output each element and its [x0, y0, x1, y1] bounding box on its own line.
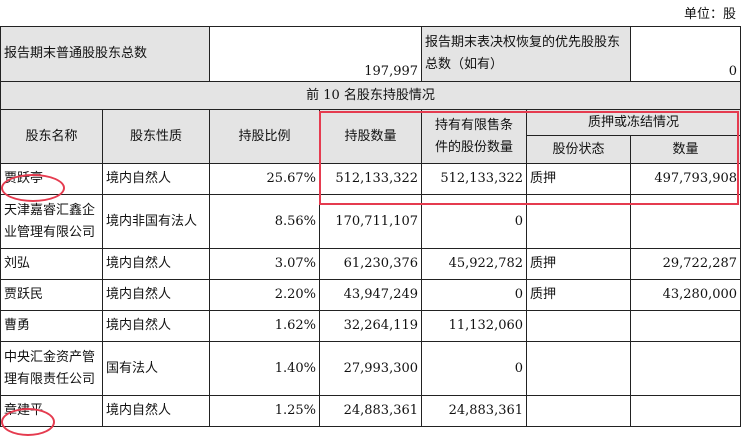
table-row: 曹勇 境内自然人 1.62% 32,264,119 11,132,060 [0, 310, 742, 342]
holding-shares: 43,947,249 [319, 279, 423, 311]
holding-ratio: 1.62% [209, 310, 321, 342]
pledge-amount: 43,280,000 [630, 279, 742, 311]
header-ratio: 持股比例 [209, 109, 321, 164]
pledge-amount: 29,722,287 [630, 248, 742, 280]
shareholder-name: 贾跃民 [0, 279, 103, 311]
pledge-status: 质押 [526, 163, 632, 195]
table-row: 贾跃亭 境内自然人 25.67% 512,133,322 512,133,322… [0, 163, 742, 195]
holding-shares: 24,883,361 [319, 395, 423, 427]
pledge-amount [630, 194, 742, 249]
table-row: 贾跃民 境内自然人 2.20% 43,947,249 0 质押 43,280,0… [0, 279, 742, 311]
holding-shares: 170,711,107 [319, 194, 423, 249]
holding-ratio: 1.25% [209, 395, 321, 427]
header-row-2: 股份状态 数量 [1, 135, 742, 164]
table-row: 中央汇金资产管理有限责任公司 国有法人 1.40% 27,993,300 0 [0, 341, 742, 396]
shareholder-nature: 国有法人 [101, 341, 211, 396]
preferred-shareholders-value: 0 [630, 26, 742, 82]
shareholder-nature: 境内自然人 [101, 248, 211, 280]
holding-shares: 32,264,119 [319, 310, 423, 342]
pledge-status: 质押 [526, 279, 632, 311]
holding-ratio: 2.20% [209, 279, 321, 311]
unit-label: 单位：股 [683, 7, 736, 22]
table-row: 章建平 境内自然人 1.25% 24,883,361 24,883,361 [0, 395, 742, 427]
header-restricted: 持有有限售条件的股份数量 [421, 109, 528, 164]
shareholder-name: 章建平 [0, 395, 103, 427]
shareholder-name: 刘弘 [0, 248, 103, 280]
header-status: 股份状态 [526, 135, 632, 164]
holding-shares: 61,230,376 [319, 248, 423, 280]
shareholder-name: 贾跃亭 [0, 163, 103, 195]
restricted-shares: 45,922,782 [421, 248, 528, 280]
summary-row: 报告期末普通股股东总数 197,997 报告期末表决权恢复的优先股股东总数（如有… [0, 26, 742, 82]
restricted-shares: 0 [421, 279, 528, 311]
holding-ratio: 3.07% [209, 248, 321, 280]
holding-shares: 27,993,300 [319, 341, 423, 396]
header-nature: 股东性质 [101, 109, 211, 164]
shareholder-name: 中央汇金资产管理有限责任公司 [0, 341, 103, 396]
header-shares: 持股数量 [319, 109, 423, 164]
restricted-shares: 0 [421, 341, 528, 396]
pledge-amount [630, 341, 742, 396]
preferred-shareholders-label: 报告期末表决权恢复的优先股股东总数（如有） [421, 26, 632, 82]
table-row: 天津嘉睿汇鑫企业管理有限公司 境内非国有法人 8.56% 170,711,107… [0, 194, 742, 249]
shareholder-nature: 境内自然人 [101, 310, 211, 342]
pledge-amount: 497,793,908 [630, 163, 742, 195]
holding-ratio: 8.56% [209, 194, 321, 249]
pledge-status [526, 341, 632, 396]
shareholder-nature: 境内自然人 [101, 395, 211, 427]
restricted-shares: 11,132,060 [421, 310, 528, 342]
pledge-status [526, 194, 632, 249]
shareholder-table: 报告期末普通股股东总数 197,997 报告期末表决权恢复的优先股股东总数（如有… [0, 26, 742, 427]
header-name: 股东名称 [0, 109, 103, 164]
pledge-status [526, 310, 632, 342]
shareholder-nature: 境内自然人 [101, 279, 211, 311]
header-row-1: 股东名称 股东性质 持股比例 持股数量 持有有限售条件的股份数量 质押或冻结情况 [0, 109, 742, 164]
header-pledge-group: 质押或冻结情况 [526, 109, 742, 136]
pledge-status [526, 395, 632, 427]
shareholder-name: 天津嘉睿汇鑫企业管理有限公司 [0, 194, 103, 249]
table-row: 刘弘 境内自然人 3.07% 61,230,376 45,922,782 质押 … [0, 248, 742, 280]
pledge-amount [630, 310, 742, 342]
restricted-shares: 512,133,322 [421, 163, 528, 195]
total-shareholders-value: 197,997 [209, 26, 423, 82]
pledge-amount [630, 395, 742, 427]
restricted-shares: 24,883,361 [421, 395, 528, 427]
holding-ratio: 25.67% [209, 163, 321, 195]
header-amount: 数量 [630, 135, 742, 164]
total-shareholders-label: 报告期末普通股股东总数 [0, 26, 211, 82]
section-title-row: 前 10 名股东持股情况 [0, 81, 742, 110]
pledge-status: 质押 [526, 248, 632, 280]
shareholder-nature: 境内自然人 [101, 163, 211, 195]
shareholder-name: 曹勇 [0, 310, 103, 342]
section-title: 前 10 名股东持股情况 [0, 81, 742, 110]
holding-ratio: 1.40% [209, 341, 321, 396]
holding-shares: 512,133,322 [319, 163, 423, 195]
restricted-shares: 0 [421, 194, 528, 249]
shareholder-nature: 境内非国有法人 [101, 194, 211, 249]
